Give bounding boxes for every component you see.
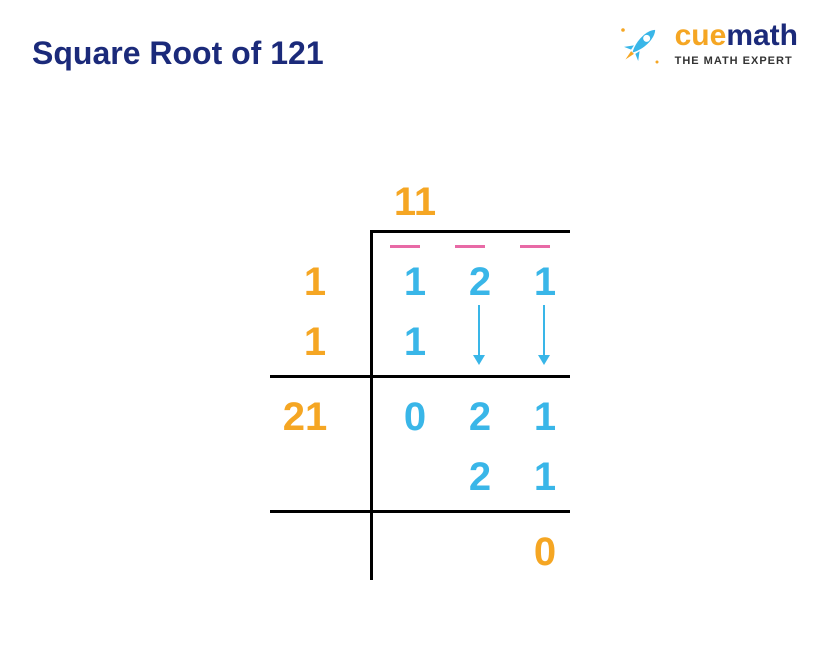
bringdown-arrow-1-line	[478, 305, 480, 355]
final-remainder: 0	[520, 530, 570, 575]
division-vertical-line	[370, 230, 373, 580]
remainder1-d0: 0	[390, 395, 440, 440]
brand-name: cuemath	[675, 21, 798, 51]
dividend-d2: 1	[520, 260, 570, 305]
quotient: 11	[390, 180, 440, 225]
dividend-d0: 1	[390, 260, 440, 305]
page-title: Square Root of 121	[32, 35, 324, 72]
step2-subtract-d0: 2	[455, 455, 505, 500]
bringdown-arrow-1-head	[473, 355, 485, 365]
long-division-diagram: 11 1 1 21 1 2 1 1 0 2 1 2 1 0	[230, 180, 600, 620]
step2-subtract-d1: 1	[520, 455, 570, 500]
divisor-1a: 1	[290, 260, 340, 305]
bringdown-arrow-2-line	[543, 305, 545, 355]
remainder1-d2: 1	[520, 395, 570, 440]
division-mid-line-2	[270, 510, 570, 513]
brand-tagline: THE MATH EXPERT	[675, 55, 798, 67]
pair-bar-3	[520, 245, 550, 248]
step1-subtract: 1	[390, 320, 440, 365]
divisor-2: 21	[270, 395, 340, 440]
rocket-icon	[617, 20, 665, 68]
brand-logo: cuemath THE MATH EXPERT	[617, 20, 798, 68]
remainder1-d1: 2	[455, 395, 505, 440]
brand-part1: cue	[675, 19, 727, 52]
pair-bar-2	[455, 245, 485, 248]
brand-part2: math	[726, 19, 798, 52]
bringdown-arrow-2-head	[538, 355, 550, 365]
dividend-d1: 2	[455, 260, 505, 305]
division-mid-line-1	[270, 375, 570, 378]
divisor-1b: 1	[290, 320, 340, 365]
pair-bar-1	[390, 245, 420, 248]
division-top-line	[370, 230, 570, 233]
